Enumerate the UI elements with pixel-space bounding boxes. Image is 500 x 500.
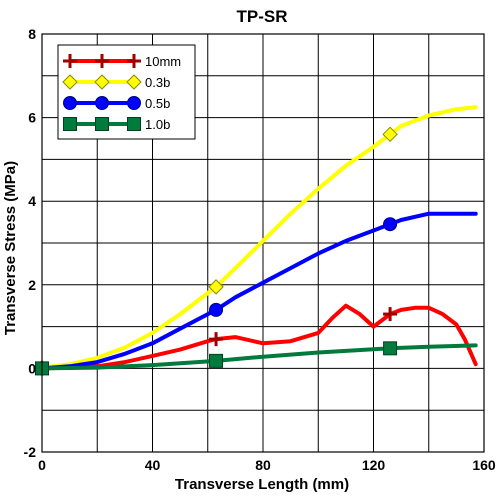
series-marker-0.3b — [382, 126, 398, 143]
series-line-0.3b — [40, 105, 478, 370]
series-marker-1.0b — [383, 341, 398, 356]
series-lines — [34, 105, 478, 376]
x-tick-label: 80 — [255, 457, 271, 473]
x-axis-label: Transverse Length (mm) — [175, 476, 349, 493]
x-tick-label: 120 — [362, 457, 386, 473]
series-line-1.0b — [40, 343, 478, 371]
legend-marker-0.3b — [94, 74, 110, 90]
legend: 10mm 0.3b 0.5b 1.0b — [57, 44, 196, 140]
series-marker-1.0b — [209, 353, 224, 368]
legend-marker-1.0b — [63, 117, 77, 131]
legend-label-10mm: 10mm — [145, 54, 181, 69]
y-tick-label: 2 — [28, 277, 36, 293]
series-line-0.5b — [40, 211, 478, 371]
legend-marker-10mm — [63, 54, 77, 68]
x-tick-label: 160 — [472, 457, 496, 473]
plot-border — [41, 33, 485, 453]
legend-marker-0.5b — [95, 96, 109, 110]
legend-marker-10mm — [95, 54, 109, 68]
legend-label-0.3b: 0.3b — [145, 75, 170, 90]
y-tick-label: -2 — [24, 444, 37, 460]
legend-marker-10mm — [127, 54, 141, 68]
series-marker-0.5b — [209, 302, 224, 317]
legend-label-1.0b: 1.0b — [145, 117, 170, 132]
legend-marker-0.3b — [62, 74, 78, 90]
legend-label-0.5b: 0.5b — [145, 96, 170, 111]
y-axis-label: Transverse Stress (MPa) — [2, 161, 19, 335]
legend-marker-1.0b — [127, 117, 141, 131]
legend-marker-0.5b — [127, 96, 141, 110]
series-marker-10mm — [209, 332, 224, 347]
series-marker-10mm — [383, 307, 398, 322]
y-tick-label: 4 — [28, 193, 36, 209]
series-line-10mm — [40, 303, 478, 371]
legend-marker-1.0b — [95, 117, 109, 131]
legend-marker-0.5b — [63, 96, 77, 110]
plot-frame — [41, 33, 485, 453]
y-tick-label: 6 — [28, 110, 36, 126]
series-marker-0.3b — [208, 279, 224, 295]
x-tick-label: 40 — [145, 457, 161, 473]
y-tick-label: 8 — [28, 26, 36, 42]
y-tick-label: 0 — [28, 360, 36, 376]
chart-title: TP-SR — [237, 7, 288, 26]
x-tick-label: 0 — [38, 457, 46, 473]
series-marker-0.5b — [383, 217, 398, 232]
legend-marker-0.3b — [126, 74, 142, 90]
